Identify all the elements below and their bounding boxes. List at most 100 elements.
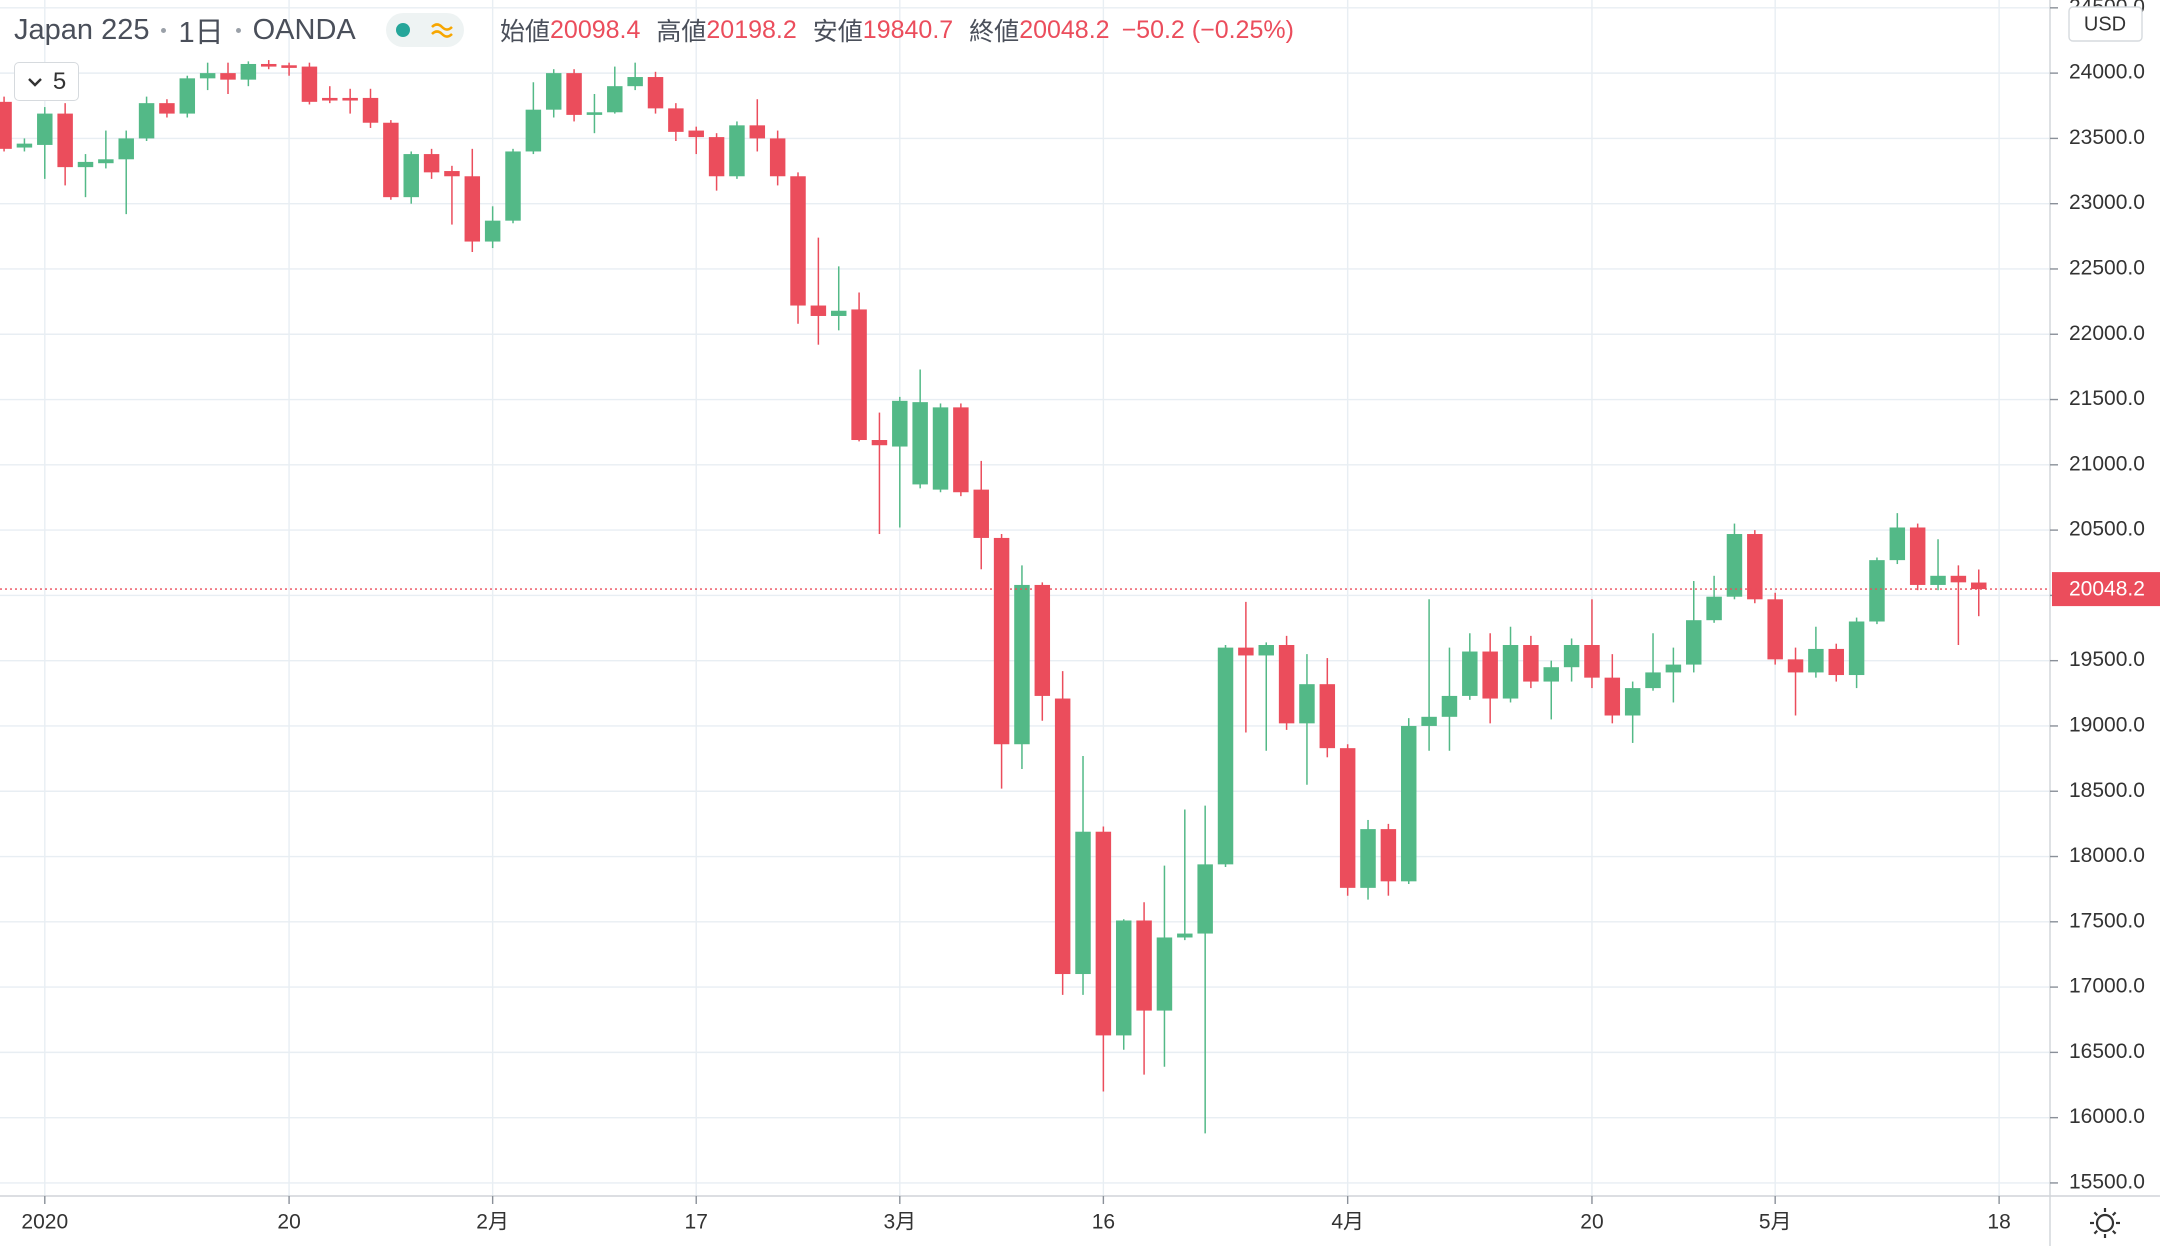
candle-body — [484, 220, 501, 242]
separator — [235, 27, 241, 33]
status-pill[interactable] — [385, 13, 464, 47]
candle-body — [1197, 864, 1213, 934]
candle-body — [423, 154, 440, 173]
candle-body — [1645, 672, 1661, 689]
candle-body — [1217, 647, 1234, 865]
y-tick-label: 21500.0 — [2069, 387, 2145, 410]
candle-body — [830, 310, 847, 316]
candle-body — [1360, 829, 1376, 888]
settings-icon[interactable] — [2090, 1208, 2120, 1238]
y-tick-label: 19000.0 — [2069, 714, 2145, 737]
y-tick-label: 19500.0 — [2069, 648, 2145, 671]
candle-body — [1808, 648, 1824, 673]
candle-body — [220, 73, 236, 80]
candle-body — [1563, 645, 1580, 668]
candle-body — [57, 113, 73, 168]
candle-body — [1686, 620, 1702, 665]
x-tick-label: 20 — [1580, 1211, 1603, 1234]
candle-body — [1869, 560, 1885, 622]
y-tick-label: 20500.0 — [2069, 518, 2145, 541]
separator — [161, 27, 167, 33]
candle-body — [1502, 645, 1519, 699]
candle-body — [199, 73, 216, 79]
candle-body — [1319, 684, 1336, 749]
candle-body — [1156, 937, 1173, 1011]
candle-body — [77, 161, 94, 168]
candle-body — [179, 78, 196, 114]
candle-body — [281, 65, 297, 68]
candle-body — [1787, 659, 1804, 673]
x-tick-label: 5月 — [1759, 1211, 1792, 1234]
x-tick-label: 17 — [685, 1211, 708, 1234]
candle-body — [545, 73, 562, 110]
candle-body — [647, 77, 664, 109]
candle-body — [1909, 527, 1926, 585]
candle-body — [1421, 716, 1437, 726]
candle-body — [403, 154, 419, 198]
symbol[interactable]: Japan 225 — [14, 13, 150, 46]
candle-body — [1604, 677, 1621, 716]
icon-part — [2093, 1230, 2098, 1235]
low-value: 19840.7 — [862, 15, 954, 44]
candle-body — [871, 440, 888, 446]
candle-body — [342, 97, 358, 101]
candle-body — [607, 86, 623, 113]
candle-body — [98, 159, 114, 164]
icon-part — [2112, 1230, 2117, 1235]
x-tick-label: 16 — [1092, 1211, 1115, 1234]
candle-body — [1299, 684, 1315, 724]
candle-body — [993, 537, 1010, 745]
candle-body — [1258, 645, 1274, 656]
candle-body — [322, 97, 338, 101]
candle-body — [362, 97, 379, 123]
candle-body — [1441, 695, 1458, 717]
last-price-label: 20048.2 — [2069, 578, 2145, 601]
candle-body — [1075, 831, 1091, 975]
candle-body — [525, 109, 542, 152]
candle-body — [1889, 527, 1906, 561]
candle-body — [912, 402, 928, 485]
candle-body — [1177, 933, 1193, 938]
candle-body — [1828, 648, 1844, 676]
source: OANDA — [252, 13, 356, 46]
icon-part — [2112, 1211, 2117, 1216]
candle-body — [1115, 920, 1132, 1036]
candle-body — [973, 489, 989, 538]
candle-body — [1238, 647, 1254, 656]
candle-body — [1665, 664, 1682, 673]
candle-body — [1543, 667, 1559, 682]
y-tick-label: 18000.0 — [2069, 844, 2145, 867]
candle-body — [159, 103, 175, 114]
candle-body — [138, 103, 155, 139]
low-label: 安値 — [812, 18, 863, 46]
indicator-toggle[interactable]: 5 — [14, 62, 79, 101]
candle-body — [1014, 584, 1030, 745]
candle-body — [260, 63, 277, 67]
candle-body — [749, 125, 766, 139]
candle-body — [464, 176, 481, 242]
candle-body — [892, 400, 908, 447]
y-tick-label: 17500.0 — [2069, 909, 2145, 932]
candle-body — [769, 138, 786, 177]
currency-box — [2068, 6, 2143, 42]
y-tick-label: 22500.0 — [2069, 257, 2145, 280]
candle-body — [1401, 725, 1417, 882]
candle-body — [1584, 645, 1600, 678]
x-tick-label: 4月 — [1331, 1211, 1364, 1234]
candle-body — [1095, 831, 1112, 1036]
candle-body — [1523, 645, 1539, 682]
market-open-icon — [396, 23, 411, 37]
y-tick-label: 18500.0 — [2069, 779, 2145, 802]
candle-body — [1767, 599, 1783, 660]
high-value: 20198.2 — [706, 15, 797, 44]
y-tick-label: 23500.0 — [2069, 126, 2145, 149]
symbol-header: Japan 225 1日 OANDA — [14, 10, 464, 50]
candle-body — [1706, 596, 1722, 621]
icon-part — [2093, 1211, 2098, 1216]
candle-body — [1482, 651, 1498, 699]
candle-body — [1380, 829, 1397, 882]
y-tick-label: 15500.0 — [2069, 1170, 2145, 1193]
currency-label: USD — [2084, 13, 2126, 35]
interval[interactable]: 1日 — [178, 17, 224, 49]
candle-body — [1624, 688, 1641, 716]
